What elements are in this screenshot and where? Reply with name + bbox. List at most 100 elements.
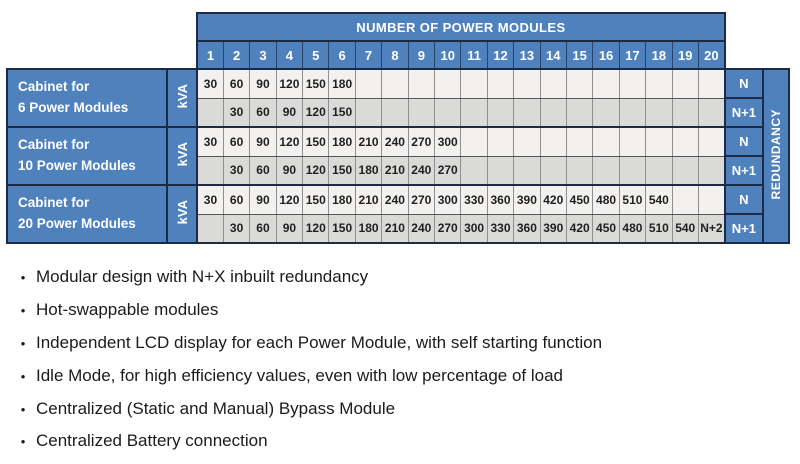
kva-value-cell (645, 97, 673, 128)
kva-value-cell (486, 97, 515, 128)
kva-value-cell: 510 (645, 213, 673, 244)
kva-value-cell: 180 (328, 184, 356, 215)
column-header: 6 (328, 40, 356, 70)
kva-value-cell (645, 126, 673, 157)
kva-value-cell: 120 (275, 184, 304, 215)
column-header: 20 (697, 40, 726, 70)
kva-value-cell: 90 (275, 97, 304, 128)
kva-value-cell (460, 155, 488, 186)
column-header: 14 (539, 40, 567, 70)
kva-value-cell: 60 (222, 68, 251, 99)
column-header: 5 (302, 40, 330, 70)
cabinet-label-line: Cabinet for (18, 195, 90, 211)
bullet-icon: • (20, 434, 26, 450)
kva-value-cell (618, 97, 647, 128)
column-header: 16 (592, 40, 620, 70)
kva-value-cell: 120 (275, 68, 304, 99)
feature-item: • Idle Mode, for high efficiency values, … (10, 366, 792, 386)
kva-value-cell: 300 (434, 184, 462, 215)
kva-value-cell: 90 (249, 68, 277, 99)
kva-value-cell: 150 (302, 184, 330, 215)
feature-list: • Modular design with N+X inbuilt redunda… (10, 267, 792, 464)
kva-value-cell: 330 (460, 184, 488, 215)
kva-value-cell: 540 (671, 213, 699, 244)
kva-value-cell (565, 68, 594, 99)
kva-value-cell (434, 68, 462, 99)
bullet-icon: • (20, 368, 26, 384)
kva-value-cell: 180 (354, 213, 383, 244)
kva-value-cell: 300 (434, 126, 462, 157)
column-header: 1 (195, 40, 224, 70)
kva-value-cell: 60 (249, 213, 277, 244)
kva-value-cell (460, 126, 488, 157)
kva-value-cell (460, 68, 488, 99)
feature-item: • Centralized (Static and Manual) Bypass … (10, 399, 792, 419)
kva-value-cell (671, 126, 699, 157)
kva-value-cell (354, 97, 383, 128)
feature-text: Modular design with N+X inbuilt redundan… (36, 267, 369, 286)
kva-value-cell: 60 (249, 155, 277, 186)
cabinet-label-line: 20 Power Modules (18, 216, 136, 231)
kva-value-cell (195, 155, 224, 186)
kva-value-cell: 30 (195, 68, 224, 99)
cabinet-label-line: Cabinet for (18, 79, 90, 95)
redundancy-level-cell: N+1 (723, 213, 764, 244)
kva-value-cell (671, 97, 699, 128)
feature-text: Idle Mode, for high efficiency values, e… (36, 365, 563, 385)
column-header: 8 (381, 40, 409, 70)
kva-value-cell: 270 (434, 213, 462, 244)
kva-value-cell: 150 (302, 126, 330, 157)
kva-label: kVA (174, 200, 190, 225)
kva-value-cell (618, 68, 647, 99)
kva-value-cell (381, 97, 409, 128)
kva-value-cell (486, 155, 515, 186)
kva-value-cell: 180 (328, 126, 356, 157)
redundancy-level-cell: N (723, 126, 764, 157)
cabinet-label-line: 10 Power Modules (18, 158, 136, 173)
kva-value-cell: N+2 (697, 213, 726, 244)
kva-value-cell: 30 (222, 155, 251, 186)
column-header: 18 (645, 40, 673, 70)
kva-value-cell (592, 97, 620, 128)
redundancy-level-cell: N (723, 184, 764, 215)
kva-value-cell (513, 126, 541, 157)
kva-value-cell (407, 97, 436, 128)
kva-value-cell (381, 68, 409, 99)
kva-value-cell: 480 (592, 184, 620, 215)
kva-value-cell (354, 68, 383, 99)
kva-value-cell (195, 213, 224, 244)
kva-value-cell: 240 (407, 155, 436, 186)
column-header: 7 (354, 40, 383, 70)
kva-value-cell: 270 (407, 126, 436, 157)
kva-value-cell: 450 (592, 213, 620, 244)
kva-value-cell (195, 97, 224, 128)
kva-value-cell (645, 68, 673, 99)
kva-value-cell (460, 97, 488, 128)
kva-value-cell: 120 (302, 97, 330, 128)
column-header: 11 (460, 40, 488, 70)
column-header: 2 (222, 40, 251, 70)
column-header: 9 (407, 40, 436, 70)
bullet-icon: • (20, 270, 26, 285)
kva-value-cell: 150 (302, 68, 330, 99)
kva-value-cell (671, 184, 699, 215)
kva-value-cell: 360 (513, 213, 541, 244)
bullet-icon: • (20, 401, 26, 417)
kva-value-cell: 30 (195, 126, 224, 157)
kva-value-cell: 540 (645, 184, 673, 215)
kva-value-cell: 210 (381, 155, 409, 186)
kva-value-cell: 120 (302, 213, 330, 244)
kva-value-cell: 300 (460, 213, 488, 244)
kva-value-cell: 390 (513, 184, 541, 215)
bullet-icon: • (20, 302, 26, 318)
kva-value-cell (539, 155, 567, 186)
power-modules-table: NUMBER OF POWER MODULES 1 2 3 4 5 6 7 8 9 10 11 12 13… (6, 12, 790, 244)
kva-value-cell: 240 (381, 126, 409, 157)
kva-value-cell: 90 (249, 184, 277, 215)
cabinet-label: Cabinet for 20 Power Modules (6, 184, 168, 244)
kva-value-cell: 360 (486, 184, 515, 215)
kva-value-cell: 210 (354, 126, 383, 157)
kva-value-cell (592, 155, 620, 186)
kva-value-cell: 150 (328, 213, 356, 244)
